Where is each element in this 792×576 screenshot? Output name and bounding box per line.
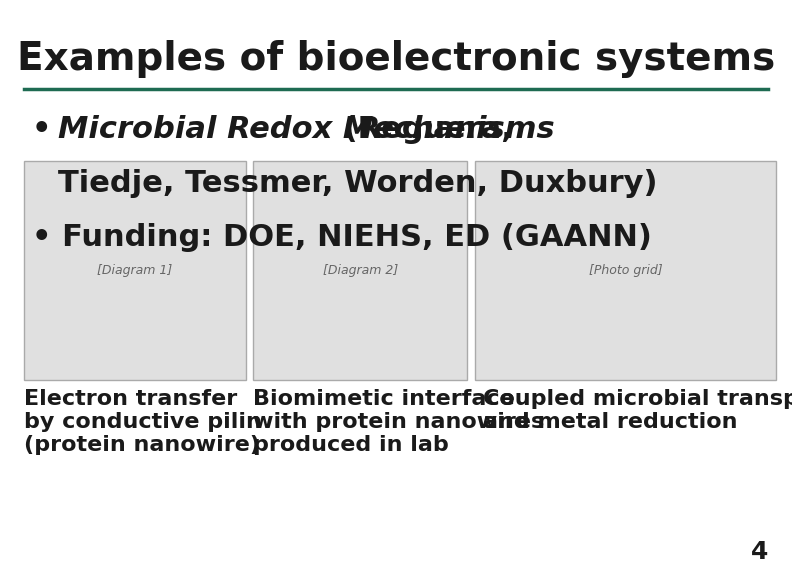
Text: • Funding: DOE, NIEHS, ED (GAANN): • Funding: DOE, NIEHS, ED (GAANN) <box>32 223 652 252</box>
Text: 4: 4 <box>751 540 768 564</box>
Text: Biomimetic interface
with protein nanowires
produced in lab: Biomimetic interface with protein nanowi… <box>253 389 545 455</box>
FancyBboxPatch shape <box>475 161 776 380</box>
FancyBboxPatch shape <box>253 161 467 380</box>
Text: Coupled microbial transport
and metal reduction: Coupled microbial transport and metal re… <box>483 389 792 432</box>
Text: •: • <box>32 115 62 144</box>
Text: [Photo grid]: [Photo grid] <box>589 264 662 277</box>
Text: [Diagram 2]: [Diagram 2] <box>322 264 398 277</box>
Text: Electron transfer
by conductive pilin
(protein nanowire): Electron transfer by conductive pilin (p… <box>24 389 261 455</box>
Text: (Reguera,: (Reguera, <box>333 115 513 144</box>
Text: Examples of bioelectronic systems: Examples of bioelectronic systems <box>17 40 775 78</box>
Text: [Diagram 1]: [Diagram 1] <box>97 264 173 277</box>
Text: Tiedje, Tessmer, Worden, Duxbury): Tiedje, Tessmer, Worden, Duxbury) <box>58 169 657 198</box>
Text: Microbial Redox Mechanisms: Microbial Redox Mechanisms <box>58 115 554 144</box>
FancyBboxPatch shape <box>24 161 246 380</box>
